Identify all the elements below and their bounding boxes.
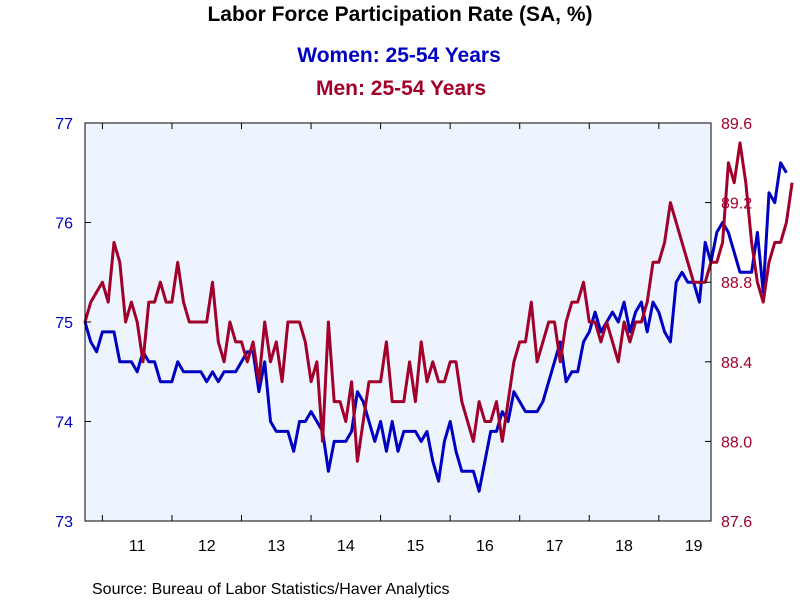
x-tick-label: 16 <box>476 538 494 555</box>
x-tick-label: 18 <box>615 538 633 555</box>
x-tick-label: 19 <box>685 538 703 555</box>
y-left-tick-label: 74 <box>55 415 73 432</box>
y-left-tick-label: 75 <box>55 315 73 332</box>
series-line-men <box>83 141 794 463</box>
legend-women: Women: 25-54 Years <box>297 44 501 67</box>
y-right-tick-label: 88.0 <box>721 434 752 451</box>
y-right-tick-label: 88.8 <box>721 275 752 292</box>
y-left-tick-label: 76 <box>55 216 73 233</box>
y-right-tick-label: 87.6 <box>721 514 752 531</box>
y-right-tick-label: 88.4 <box>721 355 752 372</box>
x-tick-label: 17 <box>546 538 564 555</box>
x-tick-label: 13 <box>267 538 285 555</box>
x-tick-label: 12 <box>198 538 216 555</box>
source-note: Source: Bureau of Labor Statistics/Haver… <box>92 581 450 598</box>
y-right-tick-label: 89.6 <box>721 116 752 133</box>
x-tick-label: 14 <box>337 538 355 555</box>
series-line-women <box>83 161 788 493</box>
y-left-tick-label: 73 <box>55 514 73 531</box>
y-left-tick-label: 77 <box>55 116 73 133</box>
chart-title: Labor Force Participation Rate (SA, %) <box>207 3 592 26</box>
y-right-tick-label: 89.2 <box>721 196 752 213</box>
x-tick-label: 15 <box>406 538 424 555</box>
legend-men: Men: 25-54 Years <box>316 77 486 100</box>
x-tick-label: 11 <box>129 538 146 555</box>
